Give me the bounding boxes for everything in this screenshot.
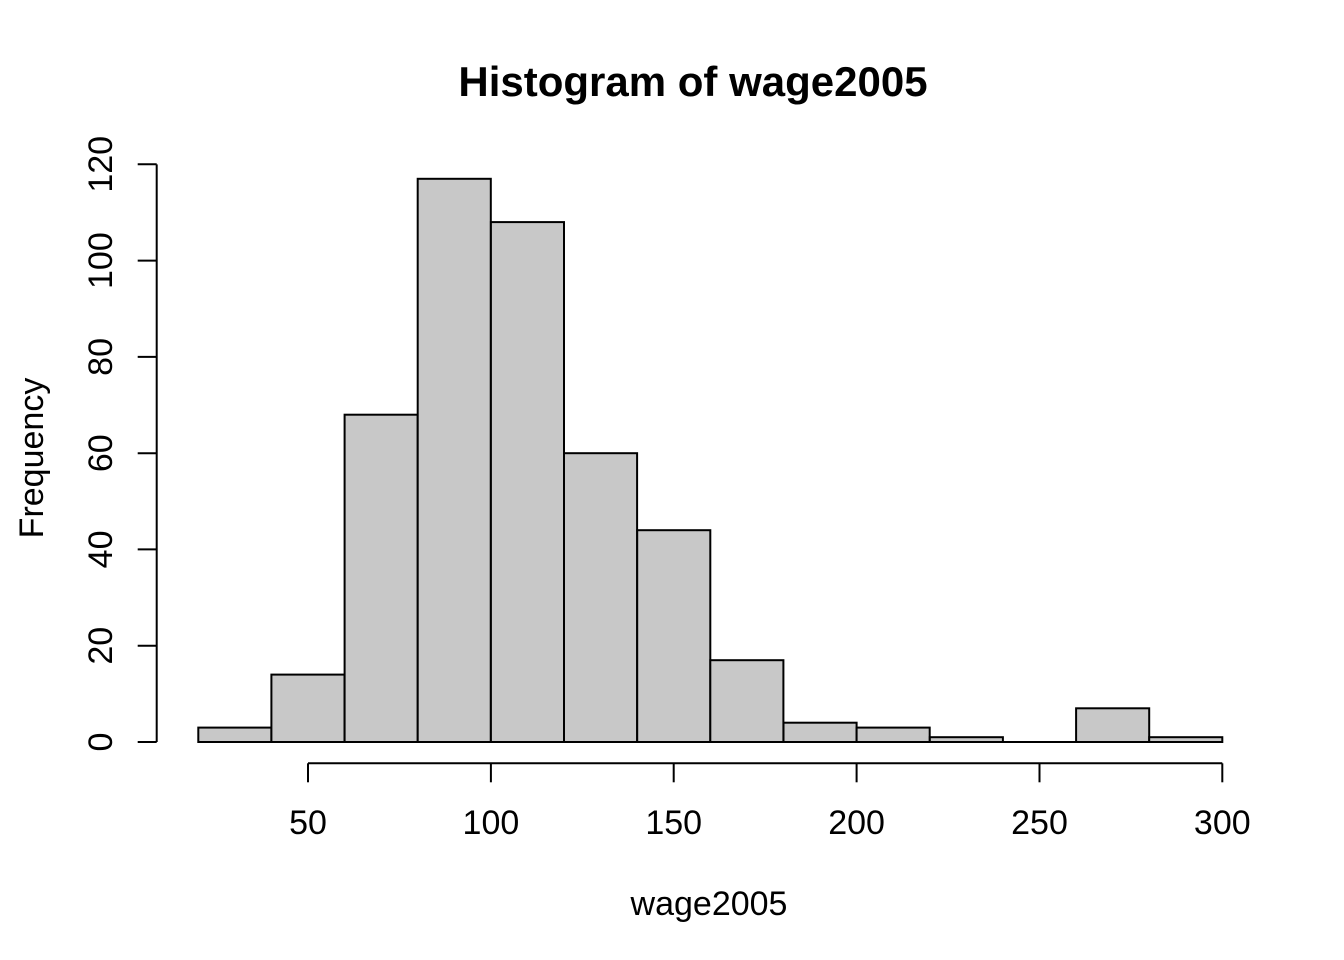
histogram-bar	[489, 221, 565, 744]
y-tick-label: 120	[82, 136, 120, 193]
histogram-bar	[197, 726, 273, 743]
y-tick-label: 40	[82, 530, 120, 568]
histogram-bar	[636, 529, 712, 744]
y-axis-label: Frequency	[13, 378, 51, 539]
histogram-bar	[855, 726, 931, 743]
histogram-bar	[1075, 707, 1151, 743]
x-tick-label: 100	[463, 804, 520, 842]
plot-title: Histogram of wage2005	[458, 58, 927, 105]
x-tick-label: 200	[828, 804, 885, 842]
y-tick-label: 100	[82, 232, 120, 289]
histogram-bar	[416, 177, 492, 744]
axes-layer: 0 20 40 60 80 100 120 50 100 150 200 250 300	[82, 136, 1251, 842]
y-tick-label: 20	[82, 627, 120, 665]
y-tick-label: 80	[82, 338, 120, 376]
y-tick-label: 60	[82, 434, 120, 472]
histogram-bar	[1148, 736, 1224, 744]
x-tick-label: 150	[645, 804, 702, 842]
histogram-bar	[709, 659, 785, 744]
x-tick-label: 250	[1011, 804, 1068, 842]
x-axis-label: wage2005	[630, 885, 788, 923]
bars-layer	[197, 177, 1224, 744]
histogram-bar	[782, 721, 858, 744]
histogram-bar	[270, 673, 346, 743]
histogram-bar	[343, 413, 419, 743]
histogram-bar	[563, 452, 639, 743]
x-tick-label: 300	[1194, 804, 1251, 842]
x-tick-label: 50	[289, 804, 327, 842]
histogram-bar	[928, 736, 1004, 744]
y-tick-label: 0	[82, 733, 120, 752]
